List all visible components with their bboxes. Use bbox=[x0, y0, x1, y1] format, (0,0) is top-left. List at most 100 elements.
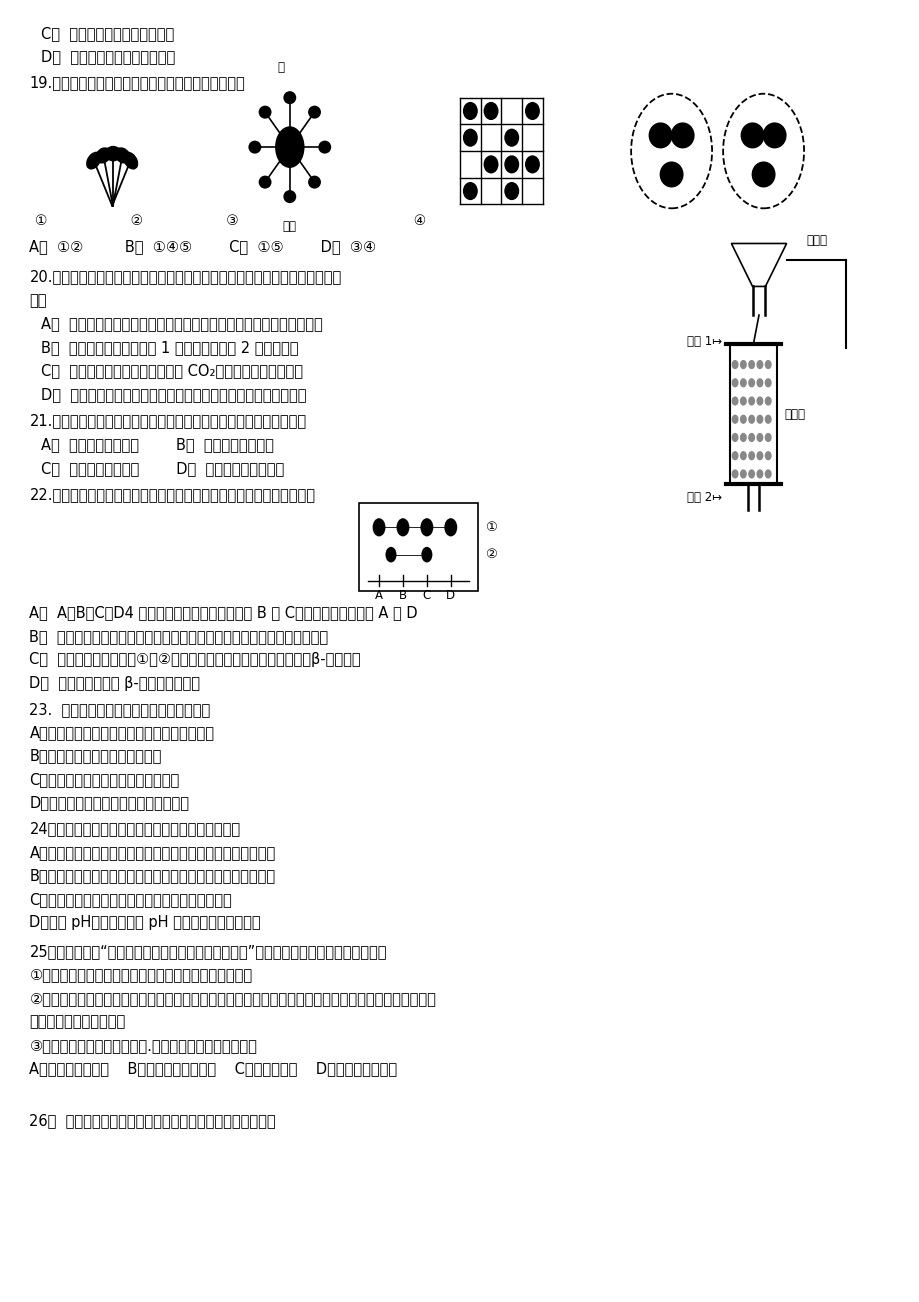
Circle shape bbox=[765, 415, 770, 423]
Text: 活塞 2↦: 活塞 2↦ bbox=[686, 491, 721, 504]
Circle shape bbox=[740, 434, 745, 441]
Circle shape bbox=[396, 518, 409, 536]
Text: A: A bbox=[375, 589, 382, 602]
Circle shape bbox=[740, 470, 745, 478]
Ellipse shape bbox=[318, 141, 331, 154]
Ellipse shape bbox=[483, 155, 498, 173]
Text: 20.右图是应用固定化酵母进行葡萄糖发酵产生酒精的装置，下列说法中不正确: 20.右图是应用固定化酵母进行葡萄糖发酵产生酒精的装置，下列说法中不正确 bbox=[29, 270, 341, 285]
Text: D．可使果汁榨取变得容易，提高出汁率: D．可使果汁榨取变得容易，提高出汁率 bbox=[29, 796, 189, 811]
Text: ①: ① bbox=[484, 521, 496, 534]
Circle shape bbox=[748, 470, 754, 478]
Text: A．配制不同浓度的果胶酶溶液，并在各组中加入等量的该溶液: A．配制不同浓度的果胶酶溶液，并在各组中加入等量的该溶液 bbox=[29, 845, 276, 861]
Text: 24．关于探究果胶酶最适用量的实验，叙述错误的是: 24．关于探究果胶酶最适用量的实验，叙述错误的是 bbox=[29, 822, 240, 837]
Circle shape bbox=[748, 379, 754, 387]
Text: 25．某学生进行“加酶洗衣粉和普通洗衣粉的洗洤效果”的课题研究。他的实验设计如下：: 25．某学生进行“加酶洗衣粉和普通洗衣粉的洗洤效果”的课题研究。他的实验设计如下… bbox=[29, 944, 387, 960]
Ellipse shape bbox=[258, 105, 271, 118]
Text: ③根据污渍去除程度得出结果.对这个实验的评价正确的是: ③根据污渍去除程度得出结果.对这个实验的评价正确的是 bbox=[29, 1038, 257, 1053]
Ellipse shape bbox=[648, 122, 672, 148]
Text: B: B bbox=[399, 589, 406, 602]
Circle shape bbox=[765, 397, 770, 405]
Text: C: C bbox=[423, 589, 430, 602]
Text: B．  点样的要求是点样应该快速细致，圆点要小，每次点样时滤纸都要干燥: B． 点样的要求是点样应该快速细致，圆点要小，每次点样时滤纸都要干燥 bbox=[29, 629, 328, 644]
Circle shape bbox=[420, 518, 433, 536]
Ellipse shape bbox=[504, 155, 518, 173]
Text: 载体: 载体 bbox=[282, 220, 297, 233]
Circle shape bbox=[732, 415, 737, 423]
Ellipse shape bbox=[123, 151, 138, 169]
Circle shape bbox=[732, 379, 737, 387]
Circle shape bbox=[765, 452, 770, 460]
Text: C．用玻璃棒搔拌加酶的果泥，搔拌时间可以不相同: C．用玻璃棒搔拌加酶的果泥，搔拌时间可以不相同 bbox=[29, 892, 232, 907]
Ellipse shape bbox=[740, 122, 764, 148]
Circle shape bbox=[732, 452, 737, 460]
Text: C．  装置的长导管主要是为了释放 CO₂并防止杂菌进入反应柱: C． 装置的长导管主要是为了释放 CO₂并防止杂菌进入反应柱 bbox=[41, 363, 303, 379]
Circle shape bbox=[444, 518, 457, 536]
Text: C．  无水硫酸钓具有吸水的功能: C． 无水硫酸钓具有吸水的功能 bbox=[41, 26, 175, 42]
Ellipse shape bbox=[483, 102, 498, 120]
Text: ①                   ②                   ③                                       : ① ② ③ bbox=[35, 214, 425, 228]
Circle shape bbox=[756, 470, 762, 478]
Circle shape bbox=[748, 415, 754, 423]
Text: A．  A、B、C、D4 点中，属于标准样品的样点是 B 和 C，提取样品的样点是 A 和 D: A． A、B、C、D4 点中，属于标准样品的样点是 B 和 C，提取样品的样点是… bbox=[29, 605, 417, 621]
Ellipse shape bbox=[308, 176, 321, 189]
Text: ②: ② bbox=[484, 548, 496, 561]
Circle shape bbox=[740, 415, 745, 423]
Ellipse shape bbox=[462, 182, 477, 201]
Text: 23.  下列关于果胶酶的作用的叙述错误的是: 23. 下列关于果胶酶的作用的叙述错误的是 bbox=[29, 702, 210, 717]
Ellipse shape bbox=[258, 176, 271, 189]
Circle shape bbox=[765, 379, 770, 387]
Circle shape bbox=[275, 126, 304, 168]
Text: 19.下图中所示的酶固定化技术中属于包埋法的一组是: 19.下图中所示的酶固定化技术中属于包埋法的一组是 bbox=[29, 76, 245, 91]
Circle shape bbox=[765, 434, 770, 441]
Ellipse shape bbox=[283, 190, 296, 203]
Text: D．调节 pH，使各组中的 pH 相同而且处于适宜状态: D．调节 pH，使各组中的 pH 相同而且处于适宜状态 bbox=[29, 915, 261, 931]
Ellipse shape bbox=[462, 129, 477, 147]
Ellipse shape bbox=[504, 129, 518, 147]
Text: 22.如图为胡萝卜素的纸层析结果示意图。下列有关的说法中，正确的是: 22.如图为胡萝卜素的纸层析结果示意图。下列有关的说法中，正确的是 bbox=[29, 487, 315, 503]
Circle shape bbox=[740, 361, 745, 368]
Circle shape bbox=[732, 470, 737, 478]
Text: 酶: 酶 bbox=[277, 61, 284, 74]
Circle shape bbox=[756, 397, 762, 405]
Circle shape bbox=[748, 361, 754, 368]
Ellipse shape bbox=[659, 161, 683, 187]
Circle shape bbox=[385, 547, 396, 562]
Circle shape bbox=[732, 434, 737, 441]
Text: A．未设置对照实验    B．无关变量设置太多    C．没有自变量    D．因变量不能描述: A．未设置对照实验 B．无关变量设置太多 C．没有自变量 D．因变量不能描述 bbox=[29, 1061, 397, 1077]
Text: ①设置两组实验，分别使用蛋白酶洗衣粉和复合酶洗衣粉: ①设置两组实验，分别使用蛋白酶洗衣粉和复合酶洗衣粉 bbox=[29, 967, 253, 983]
Text: 21.下列关于蛋白质性质的叙述中，不会影响到蛋白质的泳动速度的是: 21.下列关于蛋白质性质的叙述中，不会影响到蛋白质的泳动速度的是 bbox=[29, 413, 306, 428]
Text: D．  氯化钓能使水和油充分混合: D． 氯化钓能使水和油充分混合 bbox=[41, 49, 176, 65]
Text: D．  加入反应液的浓度不能过高，以免酵母细胞因失水过多而死亡: D． 加入反应液的浓度不能过高，以免酵母细胞因失水过多而死亡 bbox=[41, 387, 307, 402]
Circle shape bbox=[748, 397, 754, 405]
Circle shape bbox=[765, 361, 770, 368]
Circle shape bbox=[740, 452, 745, 460]
Circle shape bbox=[756, 379, 762, 387]
Ellipse shape bbox=[670, 122, 694, 148]
Text: 活塞 1↦: 活塞 1↦ bbox=[686, 335, 721, 348]
Circle shape bbox=[421, 547, 432, 562]
Circle shape bbox=[756, 415, 762, 423]
Ellipse shape bbox=[114, 147, 130, 164]
Text: ②两组实验的洗衣粉用量、被洗涤的衣物量、衣物质地、污染物性质和量、被污染的时间、洗涤时间、洗: ②两组实验的洗衣粉用量、被洗涤的衣物量、衣物质地、污染物性质和量、被污染的时间、… bbox=[29, 991, 436, 1006]
Circle shape bbox=[732, 361, 737, 368]
Text: D．  该层析的目的是 β-胡萝卜素的鉴定: D． 该层析的目的是 β-胡萝卜素的鉴定 bbox=[29, 676, 200, 691]
Ellipse shape bbox=[86, 151, 101, 169]
Circle shape bbox=[740, 397, 745, 405]
Circle shape bbox=[372, 518, 385, 536]
Circle shape bbox=[756, 361, 762, 368]
Text: 26．  在探究某品牌加酶洗衣粉适宜的洗涤温度时，不必考虑: 26． 在探究某品牌加酶洗衣粉适宜的洗涤温度时，不必考虑 bbox=[29, 1113, 276, 1129]
Ellipse shape bbox=[751, 161, 775, 187]
Ellipse shape bbox=[96, 147, 111, 164]
Ellipse shape bbox=[308, 105, 321, 118]
Ellipse shape bbox=[105, 146, 121, 161]
Text: C．  在图中的层析谱中，①和②代表的物质分别是其他色素和杂质、β-胡萝卜素: C． 在图中的层析谱中，①和②代表的物质分别是其他色素和杂质、β-胡萝卜素 bbox=[29, 652, 360, 668]
Circle shape bbox=[765, 470, 770, 478]
Ellipse shape bbox=[525, 155, 539, 173]
Text: 涤方式等全部设置为相同: 涤方式等全部设置为相同 bbox=[29, 1014, 126, 1030]
Circle shape bbox=[756, 434, 762, 441]
Text: B．  加入反应液后保持活塞 1 始终打开，活塞 2 则必须关闭: B． 加入反应液后保持活塞 1 始终打开，活塞 2 则必须关闭 bbox=[41, 340, 299, 355]
Ellipse shape bbox=[462, 102, 477, 120]
Text: B．可催化果胶分解，使果汁变清: B．可催化果胶分解，使果汁变清 bbox=[29, 749, 162, 764]
Text: A．  ①②         B．  ①④⑤        C．  ①⑤        D．  ③④: A． ①② B． ①④⑤ C． ①⑤ D． ③④ bbox=[29, 240, 376, 255]
Text: 长导管: 长导管 bbox=[806, 234, 826, 247]
